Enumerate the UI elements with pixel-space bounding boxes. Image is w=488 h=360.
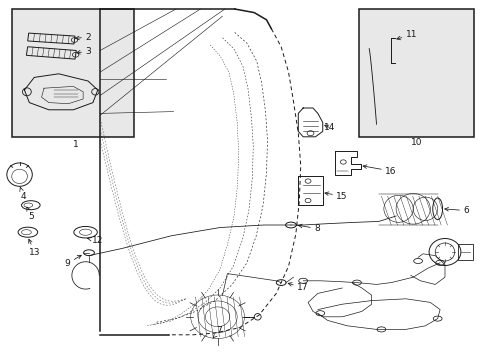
Text: 6: 6 bbox=[444, 206, 468, 215]
Text: 9: 9 bbox=[64, 255, 81, 268]
FancyBboxPatch shape bbox=[12, 9, 134, 137]
Text: 4: 4 bbox=[20, 187, 26, 201]
FancyBboxPatch shape bbox=[359, 9, 473, 137]
Text: 7: 7 bbox=[212, 326, 222, 338]
Text: 13: 13 bbox=[29, 239, 41, 257]
Text: 8: 8 bbox=[298, 224, 320, 233]
Text: 2: 2 bbox=[76, 33, 91, 42]
Text: 10: 10 bbox=[410, 138, 422, 147]
Text: 3: 3 bbox=[77, 47, 91, 56]
Text: 12: 12 bbox=[87, 236, 103, 245]
Text: 14: 14 bbox=[324, 123, 335, 132]
Text: 1: 1 bbox=[73, 140, 79, 149]
Text: 5: 5 bbox=[27, 207, 34, 220]
Text: 11: 11 bbox=[396, 31, 417, 40]
Text: 16: 16 bbox=[363, 165, 396, 176]
Text: 17: 17 bbox=[287, 283, 308, 292]
Text: 15: 15 bbox=[325, 192, 347, 201]
